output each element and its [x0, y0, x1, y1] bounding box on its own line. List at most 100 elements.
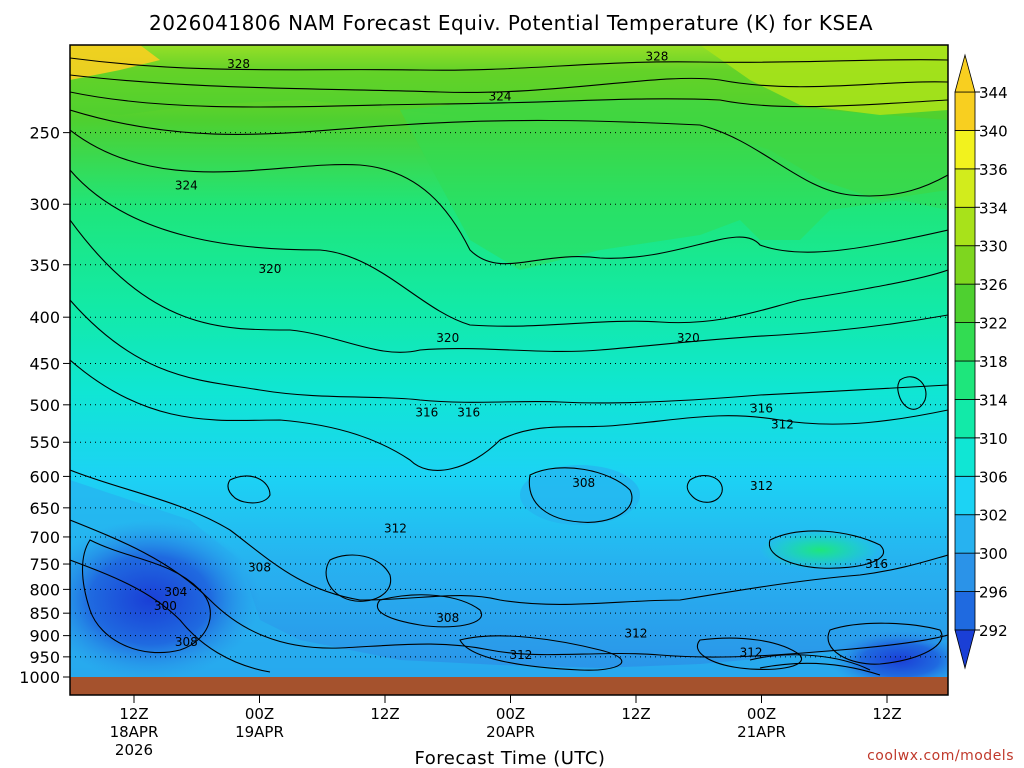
contour-line: [70, 74, 948, 93]
colorbar-band: [954, 322, 976, 362]
x-tick-hour: 00Z: [245, 705, 274, 723]
contour-label: 320: [436, 331, 459, 345]
contour-labels: 328 328 324 324 320 320 320 316 316 316 312 312 312 3…: [154, 50, 888, 662]
contour-line: [70, 109, 948, 197]
colorbar-label: 344: [979, 84, 1008, 102]
y-tick-label: 850: [29, 604, 60, 623]
y-tick-label: 700: [29, 528, 60, 547]
colorbar-top-arrow: [954, 53, 976, 93]
cold-core-left: [70, 520, 260, 677]
colorbar: 292 296 300 302 306 310 314 318 322 326 330 334 336 3…: [954, 53, 1008, 670]
contour-line: [749, 654, 881, 676]
colorbar-band: [954, 399, 976, 439]
y-tick-label: 600: [29, 467, 60, 486]
colorbar-band: [954, 283, 976, 323]
contour-label: 308: [436, 611, 459, 625]
colorbar-label: 334: [979, 199, 1008, 217]
colorbar-label: 296: [979, 584, 1008, 602]
colorbar-label: 326: [979, 276, 1008, 294]
contour-label: 328: [645, 50, 668, 64]
colorbar-label: 314: [979, 391, 1008, 409]
contour-label: 320: [677, 331, 700, 345]
colorbar-label: 310: [979, 430, 1008, 448]
y-tick-label: 950: [29, 648, 60, 667]
colorbar-bottom-arrow: [954, 629, 976, 670]
contour-label: 316: [865, 557, 888, 571]
contour-label: 312: [384, 521, 407, 535]
contour-line: [70, 469, 948, 605]
colorbar-label: 336: [979, 161, 1008, 179]
colorbar-band: [954, 168, 976, 208]
warm-pocket: [760, 530, 880, 570]
colorbar-band: [954, 360, 976, 400]
contour-line: [528, 467, 633, 523]
colorbar-band: [954, 552, 976, 592]
y-tick-label: 350: [29, 256, 60, 275]
contour-label: 312: [740, 646, 763, 660]
colorbar-band: [954, 437, 976, 477]
contour-label: 312: [625, 626, 648, 640]
x-tick-date: 18APR: [110, 723, 159, 741]
contour-line: [70, 129, 948, 265]
contour-label: 324: [489, 89, 512, 103]
contour-line: [70, 169, 948, 327]
colorbar-band: [954, 591, 976, 631]
contour-label: 324: [175, 178, 198, 192]
y-tick-label: 750: [29, 555, 60, 574]
contour-line: [227, 475, 271, 504]
contour-label: 308: [248, 561, 271, 575]
contour-line: [70, 519, 948, 658]
colorbar-band: [954, 475, 976, 516]
x-tick-hour: 12Z: [621, 705, 650, 723]
contour-label: 312: [510, 648, 533, 662]
y-tick-label: 650: [29, 499, 60, 518]
colorbar-label: 300: [979, 545, 1008, 563]
x-tick-date: 21APR: [737, 723, 786, 741]
contour-line: [70, 559, 271, 673]
contour-line: [70, 219, 948, 353]
y-tick-label: 500: [29, 396, 60, 415]
ground-strip: [70, 677, 948, 695]
colorbar-label: 322: [979, 315, 1008, 333]
y-tick-label: 300: [29, 195, 60, 214]
colorbar-band: [954, 245, 976, 285]
contour-label: 304: [164, 585, 187, 599]
colorbar-band: [954, 130, 976, 170]
colorbar-label: 340: [979, 122, 1008, 140]
contour-line: [70, 359, 948, 471]
theta-e-field: [70, 45, 948, 677]
y-tick-label: 800: [29, 580, 60, 599]
x-tick-date: 20APR: [486, 723, 535, 741]
colorbar-band: [954, 206, 976, 247]
contour-line: [686, 475, 723, 503]
contour-line: [325, 554, 392, 602]
contour-label: 308: [175, 635, 198, 649]
x-tick-hour: 00Z: [496, 705, 525, 723]
colorbar-label: 318: [979, 353, 1008, 371]
y-tick-label: 900: [29, 627, 60, 646]
contour-line: [897, 376, 927, 410]
contour-label: 300: [154, 599, 177, 613]
contour-lines: [70, 57, 948, 676]
contour-label: 316: [750, 402, 773, 416]
top-left-warm-region: [70, 45, 160, 80]
contour-label: 316: [415, 406, 438, 420]
x-tick-hour: 00Z: [747, 705, 776, 723]
contour-line: [768, 530, 884, 569]
colorbar-band: [954, 91, 976, 131]
x-axis-label: Forecast Time (UTC): [415, 748, 606, 768]
contour-line: [459, 635, 623, 671]
contour-label: 308: [572, 476, 595, 490]
contour-label: 328: [227, 57, 250, 71]
contour-line: [697, 637, 803, 670]
credit-link[interactable]: coolwx.com/models: [867, 748, 1014, 764]
contour-line: [827, 622, 943, 665]
contour-label: 312: [771, 418, 794, 432]
colorbar-label: 330: [979, 238, 1008, 256]
upper-green-region: [70, 45, 948, 200]
colorbar-band: [954, 514, 976, 554]
y-tick-label: 550: [29, 433, 60, 452]
contour-label: 320: [259, 262, 282, 276]
